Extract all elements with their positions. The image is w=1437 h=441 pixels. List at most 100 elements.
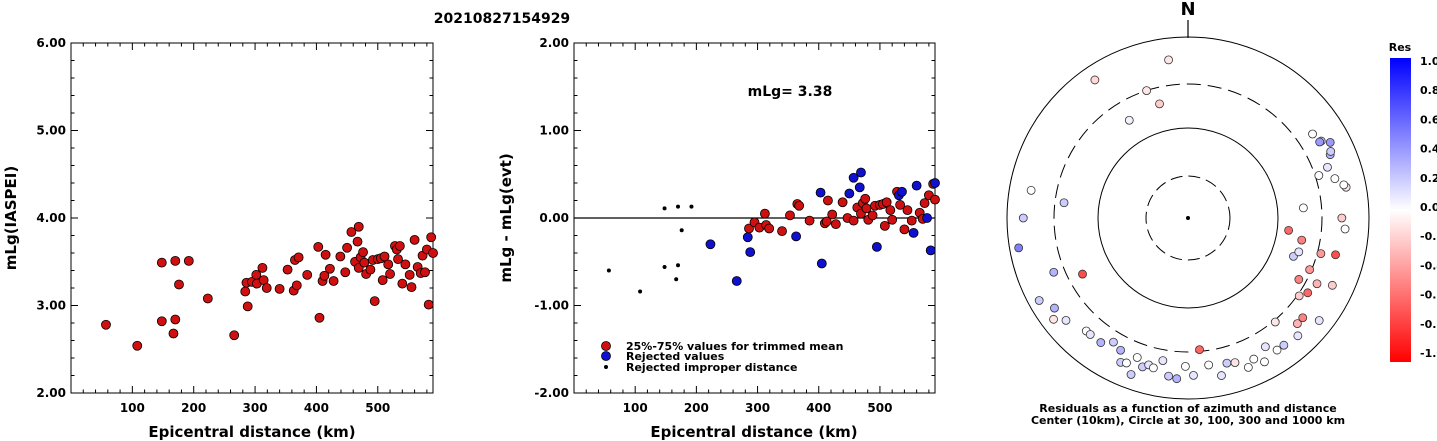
station-residual-point (1303, 288, 1313, 298)
trimmed-mean-point (879, 220, 890, 231)
station-residual-point (1085, 330, 1095, 339)
station-residual-point (1132, 353, 1142, 362)
rejected-point (815, 187, 826, 198)
station-residual-point (1061, 315, 1071, 325)
station-residual-point (1109, 337, 1118, 347)
rejected-point (731, 276, 742, 286)
mid-xtick-label: 500 (867, 401, 892, 415)
trimmed-mean-point (887, 214, 898, 225)
improper-distance-point (662, 206, 667, 211)
mid-xtick-label: 300 (745, 401, 770, 415)
station-residual-point (1158, 356, 1168, 366)
ring-1000km (1006, 36, 1370, 400)
left-data-point (156, 316, 167, 327)
station-residual-point (1312, 279, 1322, 289)
left-data-point (397, 278, 408, 289)
station-residual-point (1337, 213, 1347, 223)
station-residual-point (1050, 303, 1059, 313)
station-residual-point (1308, 129, 1317, 139)
figure-title: 20210827154929 (434, 11, 570, 27)
left-xtick-label: 400 (304, 401, 329, 415)
mid-ytick-label: 2.00 (539, 36, 569, 50)
improper-distance-point (689, 204, 694, 209)
trimmed-mean-point (827, 209, 838, 220)
station-residual-point (1243, 362, 1253, 372)
station-residual-point (1260, 357, 1269, 367)
station-residual-point (1294, 275, 1304, 284)
residual-scatter-panel: 100 200 300 400 500 -2.00 -1.00 0.00 1.00 2.00 mL… (497, 36, 940, 441)
left-data-point (261, 283, 272, 293)
improper-distance-point (679, 228, 684, 233)
mid-points (606, 167, 940, 294)
rejected-point (705, 239, 716, 250)
left-data-point (365, 264, 376, 275)
trimmed-mean-point (885, 205, 896, 216)
station-residual-point (1049, 267, 1059, 277)
station-residual-point (1315, 137, 1325, 147)
left-data-point (352, 236, 363, 247)
left-data-point (404, 269, 415, 280)
rejected-point (911, 180, 922, 191)
left-data-point (302, 269, 313, 280)
left-data-point (379, 251, 390, 262)
legend-label-rejected: Rejected values (626, 350, 725, 363)
station-residual-point (1331, 250, 1340, 260)
rejected-point (922, 213, 932, 223)
station-residual-point (1148, 363, 1158, 373)
rejected-point (816, 258, 827, 269)
station-residual-point (1034, 296, 1044, 305)
colorbar-tick-label: 0.0 (1420, 201, 1437, 214)
left-data-point (369, 296, 380, 307)
station-residual-point (1096, 338, 1106, 347)
station-residual-point (1116, 345, 1126, 355)
station-residual-point (1172, 374, 1182, 384)
colorbar-tick-label: -0.4 (1420, 259, 1437, 272)
left-data-point (282, 264, 293, 275)
left-data-point (314, 312, 325, 323)
colorbar-ticks: 1.0 0.8 0.6 0.4 0.2 0.0 -0.2 -0.4 -0.6 -0.8 -1.0 (1420, 55, 1437, 360)
mid-y-axis-label: mLg - mLg(evt) (497, 153, 515, 282)
trimmed-mean-point (881, 197, 892, 208)
colorbar-tick-label: 0.6 (1420, 113, 1437, 126)
station-residual-point (1294, 291, 1304, 301)
trimmed-mean-point (867, 210, 878, 221)
station-residual-point (1294, 247, 1304, 257)
trimmed-mean-point (860, 193, 871, 204)
station-residual-point (1049, 314, 1058, 324)
improper-distance-point (638, 289, 643, 294)
trimmed-mean-point (821, 216, 832, 227)
station-residual-point (1272, 345, 1282, 355)
station-residual-point (1189, 370, 1198, 380)
left-data-point (170, 314, 181, 325)
trimmed-mean-point (794, 200, 805, 211)
left-data-point (174, 279, 184, 290)
mid-ytick-label: -2.00 (534, 386, 569, 400)
left-data-point (328, 276, 339, 286)
left-data-point (229, 330, 240, 341)
rejected-point (925, 245, 936, 256)
left-data-point (383, 259, 394, 270)
trimmed-mean-point (902, 205, 913, 216)
left-data-point (335, 251, 346, 262)
trimmed-mean-point (895, 199, 906, 210)
station-residual-point (1323, 162, 1332, 172)
left-data-point (423, 299, 434, 310)
left-data-point (428, 248, 438, 258)
station-residual-point (1122, 358, 1131, 368)
left-data-point (358, 247, 368, 258)
station-residual-point (1204, 360, 1214, 370)
station-residual-point (1195, 345, 1204, 355)
station-residual-point (1059, 198, 1069, 208)
left-y-axis-label: mLg(IASPEI) (2, 166, 20, 270)
station-residual-point (1298, 203, 1308, 213)
rejected-point (791, 231, 802, 242)
rejected-point (844, 188, 855, 199)
station-residual-point (1284, 225, 1294, 235)
colorbar-tick-label: 1.0 (1420, 55, 1437, 68)
trimmed-mean-point (823, 195, 833, 206)
colorbar-gradient (1390, 58, 1411, 362)
colorbar-tick-label: -0.8 (1420, 318, 1437, 331)
station-residual-point (1026, 185, 1036, 195)
polar-caption-line-2: Center (10km), Circle at 30, 100, 300 an… (1031, 414, 1345, 427)
